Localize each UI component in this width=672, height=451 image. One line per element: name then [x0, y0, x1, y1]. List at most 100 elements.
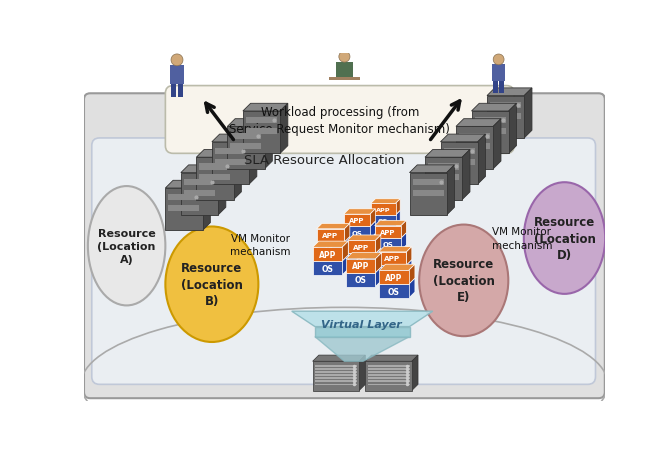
Bar [368, 381, 409, 382]
Polygon shape [343, 209, 376, 215]
Polygon shape [346, 253, 382, 259]
Text: APP: APP [385, 273, 403, 282]
Bar [315, 368, 357, 370]
Bar [184, 190, 215, 196]
Polygon shape [317, 224, 350, 229]
Bar [474, 118, 505, 124]
Text: OS: OS [325, 246, 336, 252]
Bar [409, 173, 447, 216]
Polygon shape [234, 150, 241, 200]
Text: APP: APP [352, 262, 370, 271]
Polygon shape [378, 247, 412, 253]
Bar [312, 262, 342, 276]
Polygon shape [345, 237, 350, 255]
Bar [329, 78, 360, 81]
Bar [215, 149, 246, 155]
Bar [490, 102, 521, 109]
Bar [230, 133, 261, 139]
Polygon shape [202, 181, 210, 231]
Polygon shape [412, 355, 418, 391]
Bar [215, 159, 246, 166]
Polygon shape [379, 278, 415, 285]
Bar [472, 112, 509, 154]
Polygon shape [376, 253, 382, 273]
Bar [378, 265, 407, 278]
Bar [379, 271, 409, 285]
Polygon shape [243, 104, 288, 112]
Polygon shape [249, 135, 257, 185]
Bar [243, 112, 280, 154]
Bar [493, 65, 505, 82]
Polygon shape [401, 233, 407, 251]
Polygon shape [212, 135, 257, 143]
Bar [200, 175, 230, 181]
Polygon shape [407, 260, 412, 278]
Polygon shape [462, 150, 470, 200]
Polygon shape [425, 150, 470, 158]
Polygon shape [374, 233, 407, 239]
Bar [165, 189, 202, 231]
Text: APP: APP [349, 218, 364, 224]
Text: APP: APP [319, 250, 336, 259]
Bar [368, 368, 409, 370]
Polygon shape [370, 221, 376, 239]
Polygon shape [347, 235, 381, 241]
Ellipse shape [165, 227, 258, 342]
Bar [441, 143, 478, 185]
Text: OS: OS [382, 242, 393, 248]
Polygon shape [218, 166, 226, 216]
Bar [371, 204, 396, 216]
Text: SLA Resource Allocation: SLA Resource Allocation [244, 154, 405, 166]
Bar [171, 84, 176, 98]
Text: Virtual Layer: Virtual Layer [321, 320, 402, 330]
Ellipse shape [339, 52, 350, 63]
Bar [336, 63, 353, 78]
Polygon shape [359, 355, 366, 391]
Bar [428, 175, 459, 181]
Bar [368, 384, 409, 385]
Bar [444, 159, 474, 166]
Text: APP: APP [353, 244, 370, 250]
Bar [347, 241, 376, 254]
Bar [169, 195, 200, 201]
Polygon shape [378, 260, 412, 265]
Text: OS: OS [351, 230, 362, 236]
Polygon shape [265, 120, 272, 170]
Bar [378, 253, 407, 265]
Ellipse shape [523, 183, 605, 294]
Text: OS: OS [321, 264, 333, 273]
Polygon shape [371, 211, 401, 216]
Bar [487, 97, 524, 138]
Polygon shape [371, 199, 401, 204]
Bar [200, 164, 230, 170]
Polygon shape [227, 120, 272, 127]
Polygon shape [312, 242, 348, 248]
Text: VM Monitor
mechanism: VM Monitor mechanism [492, 227, 552, 250]
Polygon shape [396, 199, 401, 216]
Text: Resource
(Location
D): Resource (Location D) [534, 216, 595, 262]
Polygon shape [345, 224, 350, 242]
Bar [246, 129, 277, 135]
Bar [169, 206, 200, 212]
Polygon shape [292, 312, 433, 327]
Bar [170, 66, 184, 84]
Polygon shape [376, 249, 381, 267]
Bar [456, 127, 493, 170]
Bar [315, 374, 357, 376]
Text: APP: APP [380, 230, 396, 235]
Bar [346, 273, 376, 287]
Bar [444, 149, 474, 155]
Text: Resource
(Location
A): Resource (Location A) [97, 229, 156, 264]
Polygon shape [181, 166, 226, 173]
Polygon shape [524, 89, 532, 138]
Polygon shape [312, 255, 348, 262]
Polygon shape [379, 265, 415, 271]
Bar [490, 113, 521, 120]
Bar [346, 259, 376, 273]
Polygon shape [347, 249, 381, 254]
Ellipse shape [88, 187, 165, 306]
Ellipse shape [493, 55, 504, 66]
Text: OS: OS [355, 258, 367, 263]
Bar [315, 381, 357, 382]
Text: Resource
(Location
E): Resource (Location E) [433, 258, 495, 304]
